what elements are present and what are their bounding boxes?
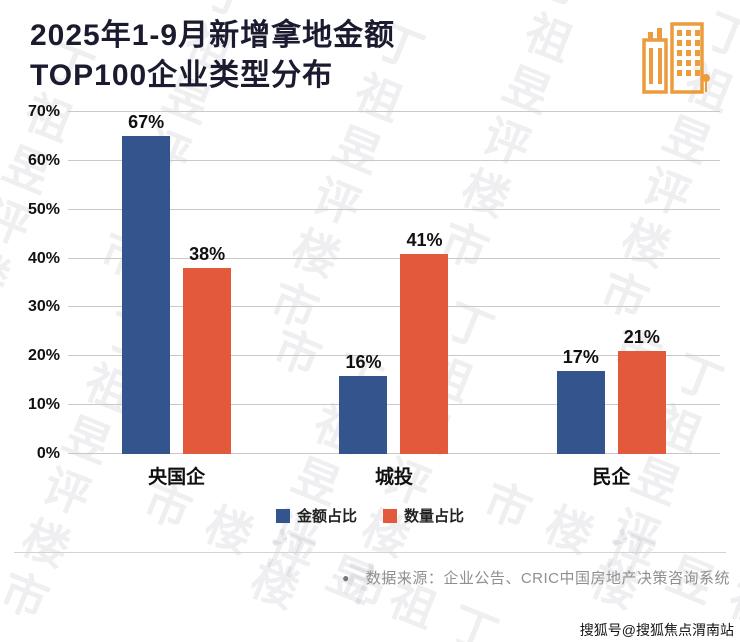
bar-groups: 67% 38% 16% 41% 17% 21% [68,112,720,454]
gridline [68,208,720,210]
gridline [68,257,720,259]
legend-swatch [275,508,290,523]
bar-with-label: 21% [617,112,666,454]
gridline [68,306,720,308]
legend-swatch [383,508,397,523]
y-tick-label: 30% [27,298,60,316]
credit-text: 搜狐号@搜狐焦点渭南站 [579,622,734,638]
y-tick-label: 20% [27,347,60,365]
page-title: 2025年1-9月新增拿地金额 TOP100企业类型分布 [30,16,395,95]
y-tick-label: 70% [27,103,60,120]
data-source-text: 数据来源：企业公告、CRIC中国房地产决策咨询系统 [365,570,730,587]
bar-value-label: 16% [345,351,382,372]
legend: 金额占比 数量占比 [0,505,740,526]
gridline [68,453,720,454]
divider [14,552,726,553]
page-title-line1: 2025年1-9月新增拿地金额 [30,19,396,52]
gridline [68,159,720,161]
gridline [68,355,720,357]
bar-group: 17% 21% [503,112,720,454]
legend-label: 数量占比 [404,508,465,525]
bar-group: 67% 38% [68,112,285,454]
bar [556,370,605,454]
category-label: 民企 [592,467,631,488]
bar-value-label: 17% [562,346,599,367]
bar-value-label: 41% [406,229,443,250]
category-label: 央国企 [148,467,206,488]
gridline [68,404,720,406]
header: 2025年1-9月新增拿地金额 TOP100企业类型分布 [0,0,740,96]
bar [122,136,171,454]
bullet-icon: ● [342,570,350,585]
bar-group: 16% 41% [285,112,502,454]
category-label: 城投 [374,467,413,488]
y-tick-label: 40% [27,249,60,267]
bar-with-label: 17% [556,112,605,454]
bar-chart: 0% 10% 20% 30% 40% 50% 60% 70% 67% 38% 16% 41% 17% 2… [0,96,740,462]
bar-value-label: 67% [128,112,165,132]
bar [339,375,388,454]
legend-item: 金额占比 [275,505,357,526]
bar-with-label: 41% [400,112,449,454]
bar [400,253,449,454]
y-tick-label: 10% [27,396,60,414]
bar-with-label: 67% [122,112,171,454]
footer: ● 数据来源：企业公告、CRIC中国房地产决策咨询系统 [0,553,740,588]
bar-value-label: 21% [623,327,660,348]
x-axis-labels: 央国企 城投 民企 [68,462,720,489]
bar [183,268,232,454]
y-tick-label: 50% [27,200,60,218]
y-axis: 0% 10% 20% 30% 40% 50% 60% 70% [14,103,68,462]
bar-value-label: 38% [189,244,226,265]
legend-item: 数量占比 [383,505,464,526]
y-tick-label: 0% [36,445,60,462]
bar [617,351,666,454]
bar-with-label: 38% [183,112,232,454]
bar-with-label: 16% [339,112,388,454]
content: 2025年1-9月新增拿地金额 TOP100企业类型分布 [0,0,740,588]
y-tick-label: 60% [27,151,60,169]
page-title-line2: TOP100企业类型分布 [30,58,334,92]
gridline [68,111,720,112]
buildings-icon [642,22,710,94]
plot-area: 67% 38% 16% 41% 17% 21% [68,111,720,454]
legend-label: 金额占比 [296,508,357,525]
